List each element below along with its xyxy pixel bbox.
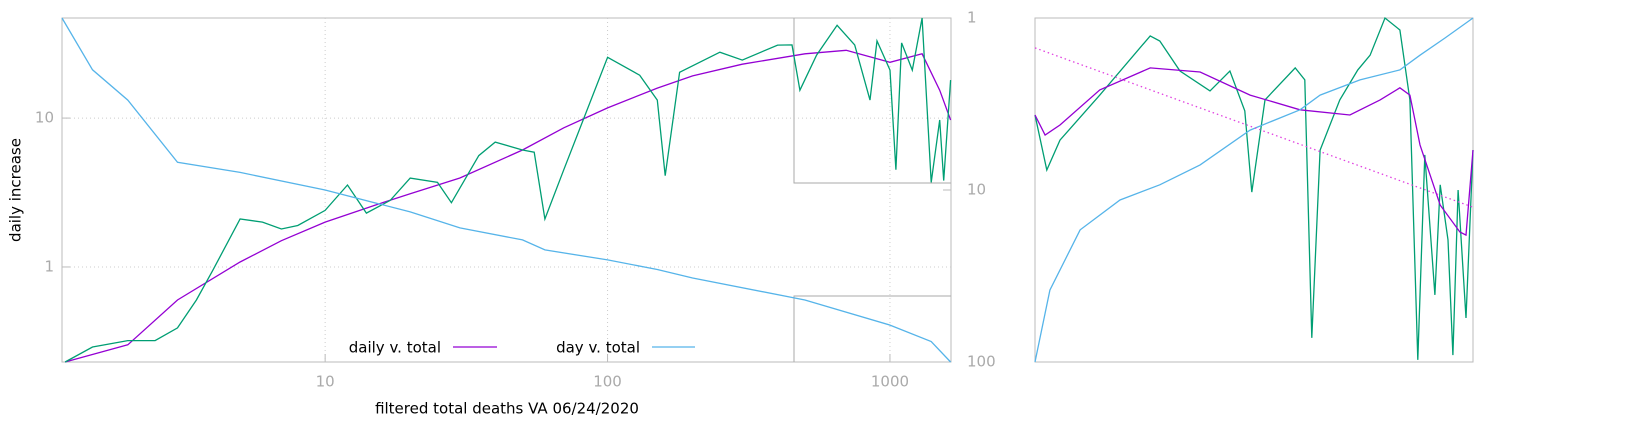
y-tick-label: 10 bbox=[35, 109, 54, 127]
legend-label: daily v. total bbox=[349, 339, 441, 357]
series-line bbox=[64, 49, 952, 363]
y-axis-label: daily increase bbox=[7, 138, 25, 242]
zoom-box bbox=[793, 18, 951, 184]
series-line bbox=[1034, 17, 1474, 363]
plot-frame bbox=[61, 17, 952, 363]
x-axis-label: filtered total deaths VA 06/24/2020 bbox=[375, 400, 639, 418]
y2-tick-label: 1 bbox=[967, 9, 977, 27]
x-tick-label: 1000 bbox=[871, 373, 909, 391]
y2-tick-label: 100 bbox=[967, 353, 996, 371]
x-tick-label: 10 bbox=[316, 373, 335, 391]
legend-label: day v. total bbox=[556, 339, 640, 357]
series-line bbox=[1034, 67, 1474, 237]
series-line bbox=[1034, 16, 1474, 360]
inset-frame bbox=[1034, 17, 1474, 363]
zoom-box bbox=[793, 295, 951, 362]
y2-tick-label: 10 bbox=[967, 181, 986, 199]
x-tick-label: 100 bbox=[593, 373, 622, 391]
series-line bbox=[64, 17, 952, 363]
series-line bbox=[61, 17, 952, 363]
y-tick-label: 1 bbox=[44, 257, 54, 275]
series-line bbox=[1034, 47, 1474, 208]
